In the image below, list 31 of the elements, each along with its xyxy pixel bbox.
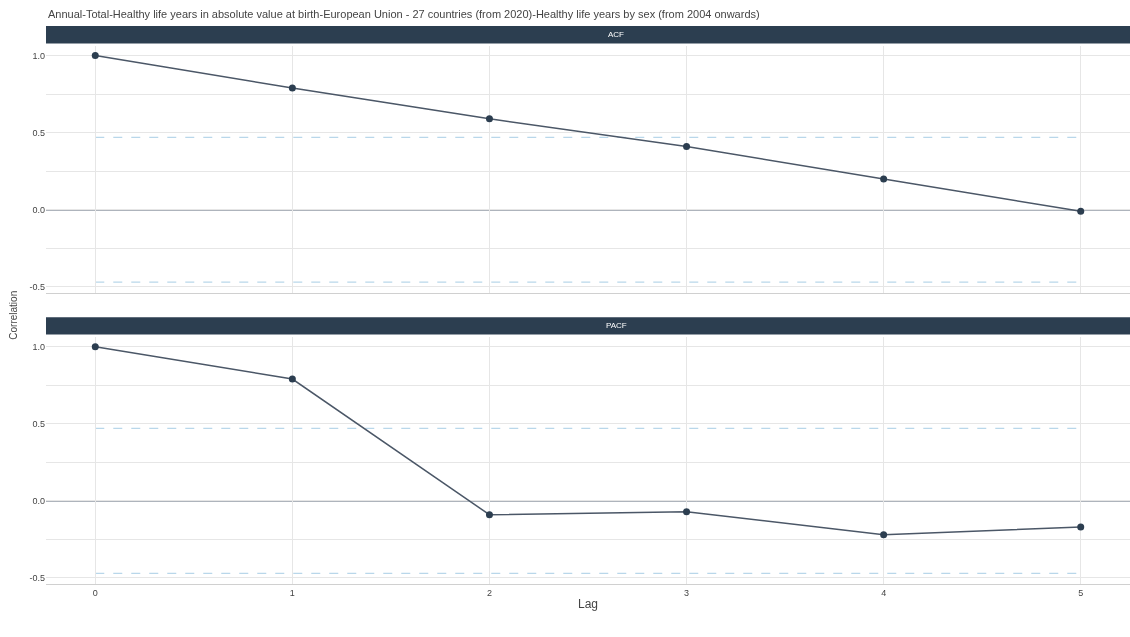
x-tick-label: 1 (289, 587, 295, 598)
x-tick-label: 2 (486, 587, 492, 598)
point (91, 343, 99, 351)
point (880, 175, 888, 183)
point (683, 143, 691, 151)
point (1077, 207, 1085, 215)
point (288, 375, 296, 383)
chart-subtitle: ACF (608, 30, 625, 39)
y-tick-label: 0.5 (32, 127, 45, 138)
y-tick-label: -0.5 (29, 282, 45, 292)
y-tick-label: -0.5 (29, 573, 45, 584)
x-tick-label: 3 (684, 587, 690, 598)
y-tick-label: 1.0 (32, 341, 45, 352)
y-tick-label: 0.0 (32, 204, 45, 215)
point (91, 52, 99, 60)
chart-title: Annual-Total-Healthy life years in absolute value at birth-European Union - 27 countries (from 2020)-Healthy life years by sex (from 2004 onwards) (48, 8, 760, 20)
y-axis-title: Correlation (8, 290, 20, 340)
point (485, 511, 493, 519)
y-tick-label: 0.5 (32, 418, 45, 429)
x-tick-label: 5 (1078, 587, 1084, 598)
y-tick-label: 1.0 (32, 50, 45, 61)
point (683, 508, 691, 516)
point (485, 115, 493, 123)
x-axis-title: Lag (577, 596, 599, 611)
chart-subtitle: PACF (606, 321, 627, 330)
point (880, 531, 888, 539)
point (288, 84, 296, 92)
point (1077, 523, 1085, 531)
y-tick-label: 0.0 (32, 496, 45, 506)
x-tick-label: 4 (881, 587, 887, 598)
x-tick-label: 0 (92, 587, 98, 598)
